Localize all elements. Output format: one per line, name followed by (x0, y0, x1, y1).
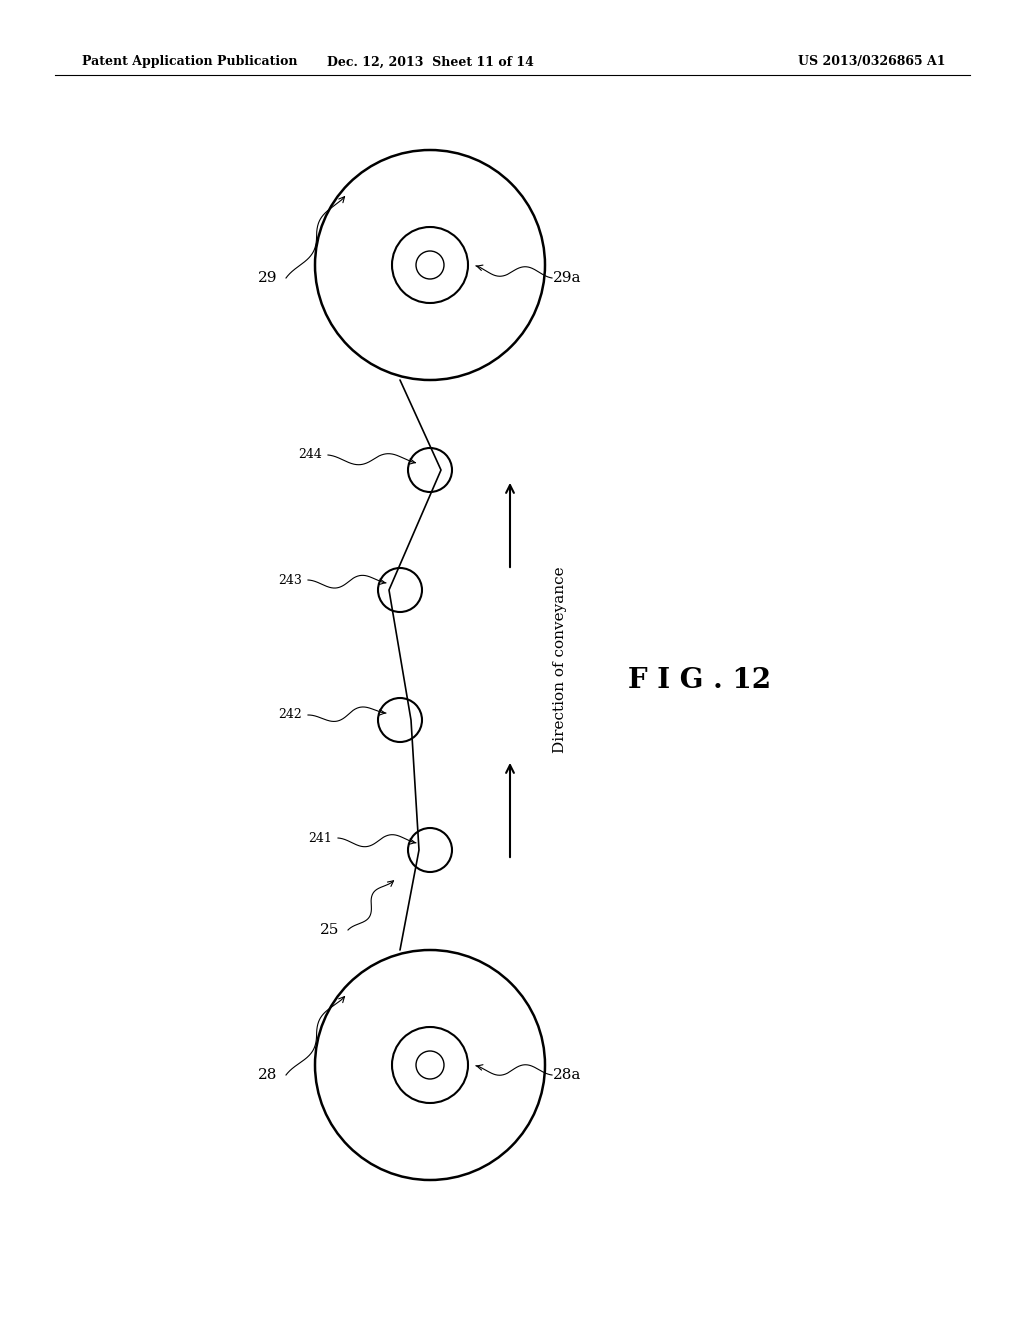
Text: 29a: 29a (553, 271, 582, 285)
Text: 29: 29 (258, 271, 278, 285)
Text: 242: 242 (279, 709, 302, 722)
Text: US 2013/0326865 A1: US 2013/0326865 A1 (798, 55, 945, 69)
Text: 28: 28 (258, 1068, 278, 1082)
Text: 241: 241 (308, 832, 332, 845)
Text: Direction of conveyance: Direction of conveyance (553, 566, 567, 754)
Text: Patent Application Publication: Patent Application Publication (82, 55, 298, 69)
Text: 28a: 28a (553, 1068, 582, 1082)
Text: 244: 244 (298, 449, 322, 462)
Text: F I G . 12: F I G . 12 (629, 667, 771, 693)
Text: 25: 25 (321, 923, 340, 937)
Text: Dec. 12, 2013  Sheet 11 of 14: Dec. 12, 2013 Sheet 11 of 14 (327, 55, 534, 69)
Text: 243: 243 (279, 573, 302, 586)
